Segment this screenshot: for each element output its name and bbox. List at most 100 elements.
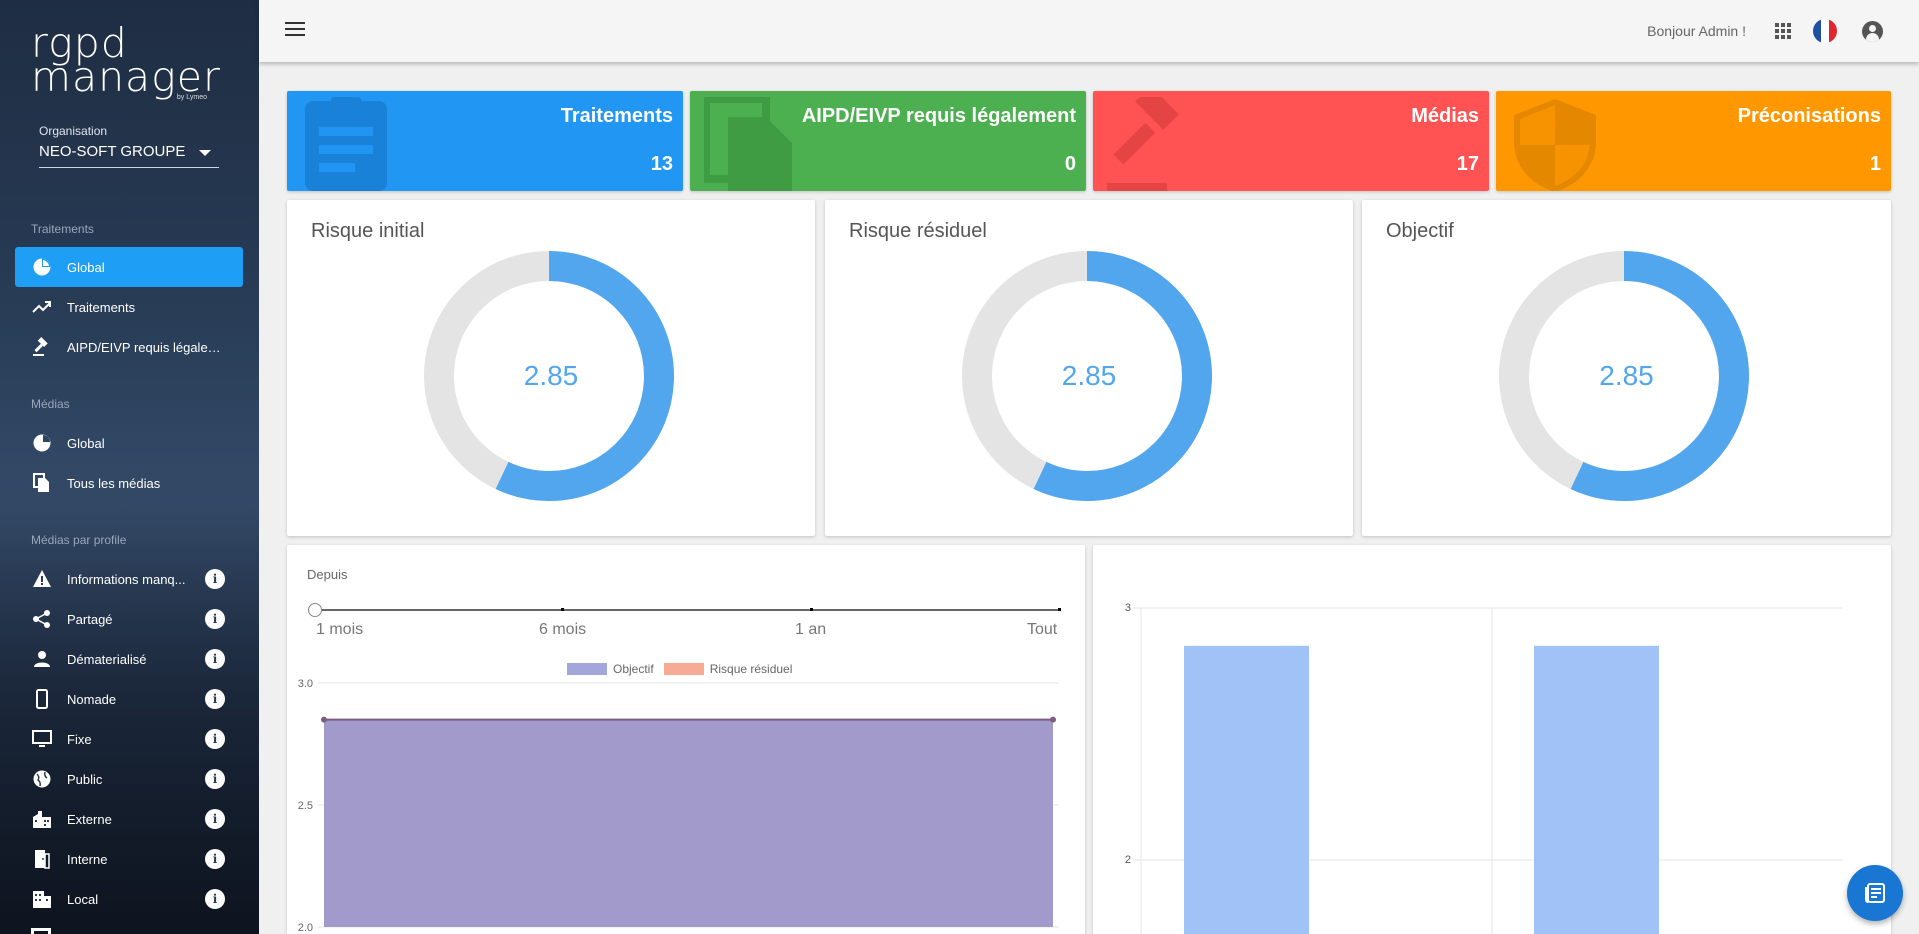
range-slider-handle[interactable] [308,603,322,617]
door-icon [31,848,53,870]
apps-grid-icon[interactable] [1775,23,1791,39]
y-tick-label: 2.0 [298,922,313,934]
gauge-title: Risque initial [311,220,425,242]
stat-card-medias[interactable]: Médias 17 [1093,91,1489,191]
info-icon[interactable]: i [205,889,225,909]
data-point[interactable] [1050,716,1056,723]
phone-icon [31,688,53,710]
sidebar-item-label: Global [67,435,105,451]
stat-card-traitements[interactable]: Traitements 13 [287,91,683,191]
section-title-traitements: Traitements [31,222,94,236]
gauge-card-objectif: Objectif 2.85 [1362,200,1891,536]
document-icon [704,97,792,191]
area-chart: 3.0 2.5 2.0 [298,678,1059,934]
sidebar-item-traitements[interactable]: Traitements [15,287,243,327]
french-flag-icon[interactable] [1813,19,1837,43]
legend-item-risque-residuel[interactable]: Risque résiduel [663,662,792,676]
sidebar-item-interne[interactable]: Interne i [15,839,243,879]
sidebar-item-label: Traitements [67,299,136,315]
gavel-icon [1107,97,1179,191]
stat-card-preconisations[interactable]: Préconisations 1 [1496,91,1891,191]
sidebar-item-externe[interactable]: Externe i [15,799,243,839]
account-icon[interactable] [1862,21,1883,42]
sidebar-item-label: Global [67,259,105,275]
logo-text-bottom: manager [31,53,221,101]
app-logo[interactable]: rgpd manager by Lymeo [31,19,221,106]
sidebar-item-partage[interactable]: Partagé i [15,599,243,639]
area-series-Objectif [324,719,1053,927]
stat-title: AIPD/EIVP requis légalement [801,105,1076,127]
files-icon [31,472,53,494]
info-icon[interactable]: i [205,849,225,869]
y-tick-label: 2.5 [298,800,313,812]
data-point[interactable] [321,716,327,723]
stat-count: 17 [1456,153,1479,175]
sidebar-item-informations-manquantes[interactable]: Informations manq... i [15,559,243,599]
range-option-6-mois[interactable]: 6 mois [539,621,587,638]
gauge-card-risque-residuel: Risque résiduel 2.85 [825,200,1353,536]
info-icon[interactable]: i [205,769,225,789]
section-title-medias-par-profile: Médias par profile [31,533,127,547]
info-icon[interactable]: i [205,569,225,589]
y-tick-label: 2 [1125,854,1131,866]
top-bar: Bonjour Admin ! [259,0,1919,62]
sidebar-item-nomade[interactable]: Nomade i [15,679,243,719]
range-slider-track[interactable] [315,609,1060,611]
sidebar-item-tous-les-medias[interactable]: Tous les médias [15,463,243,503]
range-option-tout[interactable]: Tout [1027,621,1058,638]
stat-title: Traitements [560,105,673,127]
sidebar-item-dematerialise[interactable]: Dématerialisé i [15,639,243,679]
range-option-1-mois[interactable]: 1 mois [316,621,364,638]
organisation-value: NEO-SOFT GROUPE [39,143,186,160]
sidebar-item-fixe[interactable]: Fixe i [15,719,243,759]
stat-card-aipd[interactable]: AIPD/EIVP requis légalement 0 [690,91,1086,191]
pie-chart-icon [31,256,53,278]
chart-legend: Objectif Risque résiduel [567,662,802,676]
share-icon [31,608,53,630]
gauge-card-risque-initial: Risque initial 2.85 [287,200,815,536]
sidebar-item-label: Fixe [67,731,92,747]
sidebar-item-partial[interactable] [31,928,51,934]
sidebar-item-aipd[interactable]: AIPD/EIVP requis légalem... [15,327,243,367]
info-icon[interactable]: i [205,649,225,669]
stat-count: 0 [1064,153,1076,175]
organisation-select[interactable]: NEO-SOFT GROUPE [39,142,219,168]
bar[interactable] [1184,645,1309,934]
warning-icon [31,568,53,590]
city-icon [31,888,53,910]
sidebar-item-public[interactable]: Public i [15,759,243,799]
stat-title: Préconisations [1737,105,1881,127]
news-fab-button[interactable] [1847,865,1903,921]
info-icon[interactable]: i [205,609,225,629]
sidebar-item-label: Tous les médias [67,475,161,491]
y-tick-label: 3 [1125,602,1131,614]
sidebar: rgpd manager by Lymeo Organisation NEO-S… [0,0,259,934]
sidebar-item-label: Partagé [67,611,113,627]
legend-item-objectif[interactable]: Objectif [567,662,654,676]
gauge-arc [962,251,1212,501]
sidebar-item-label: Externe [67,811,112,827]
info-icon[interactable]: i [205,809,225,829]
logo-byline: by Lymeo [176,94,207,101]
sidebar-item-global-traitements[interactable]: Global [15,247,243,287]
sidebar-item-global-medias[interactable]: Global [15,423,243,463]
legend-swatch [663,663,704,675]
sidebar-item-label: Nomade [67,691,117,707]
gavel-icon [31,336,53,358]
range-option-1-an[interactable]: 1 an [795,621,827,638]
logo-text-top: rgpd [31,19,128,67]
slider-tick [1058,608,1061,611]
menu-icon[interactable] [285,22,305,38]
caret-down-icon [199,150,211,156]
bar[interactable] [1534,645,1659,934]
pie-chart-icon [31,432,53,454]
sidebar-item-local[interactable]: Local i [15,879,243,919]
info-icon[interactable]: i [205,729,225,749]
trending-up-icon [31,296,53,318]
gauge-value: 2.85 [1061,360,1117,391]
stat-count: 1 [1869,153,1881,175]
slider-tick [561,608,564,611]
info-icon[interactable]: i [205,689,225,709]
y-tick-label: 3.0 [298,678,313,690]
gauge-arc [1499,251,1749,501]
